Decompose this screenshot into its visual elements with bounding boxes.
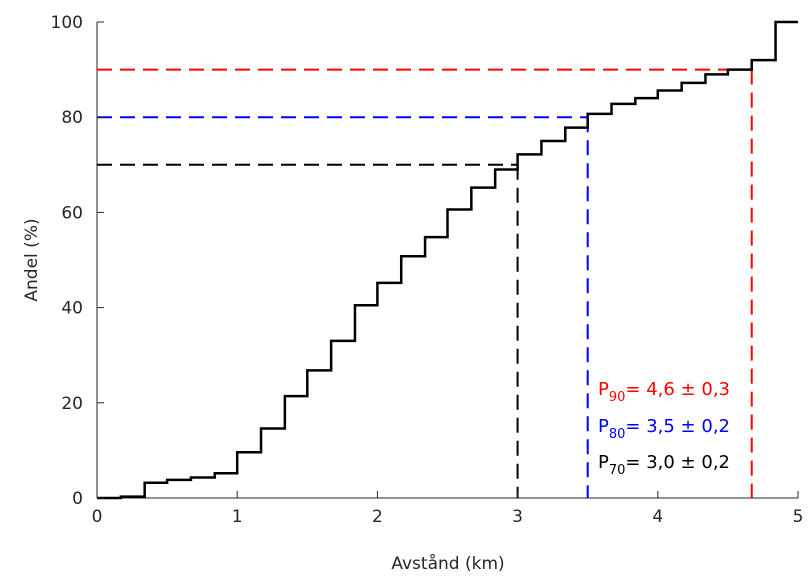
x-tick-label: 3 [512,507,523,527]
y-axis-label: Andel (%) [22,218,42,301]
y-tick-label: 80 [61,108,83,128]
tick-labels: 0 1 2 3 4 5 0 20 40 60 80 100 [51,13,804,527]
y-tick-label: 0 [72,489,83,509]
y-tick-label: 60 [61,203,83,223]
x-tick-label: 0 [92,507,103,527]
y-tick-label: 40 [61,299,83,319]
y-tick-label: 100 [51,13,83,33]
x-axis-label: Avstånd (km) [391,553,504,574]
percentile-legend: P90= 4,6 ± 0,3 P80= 3,5 ± 0,2 P70= 3,0 ± 0… [598,379,730,478]
x-tick-label: 1 [232,507,243,527]
cdf-series-line [97,20,798,500]
y-tick-label: 20 [61,394,83,414]
percentile-label: P90= 4,6 ± 0,3 [598,379,730,405]
percentile-label: P80= 3,5 ± 0,2 [598,416,730,442]
x-tick-label: 5 [793,507,804,527]
x-tick-label: 4 [652,507,663,527]
plot-area [96,20,798,500]
percentile-label: P70= 3,0 ± 0,2 [598,452,730,478]
x-tick-label: 2 [372,507,383,527]
